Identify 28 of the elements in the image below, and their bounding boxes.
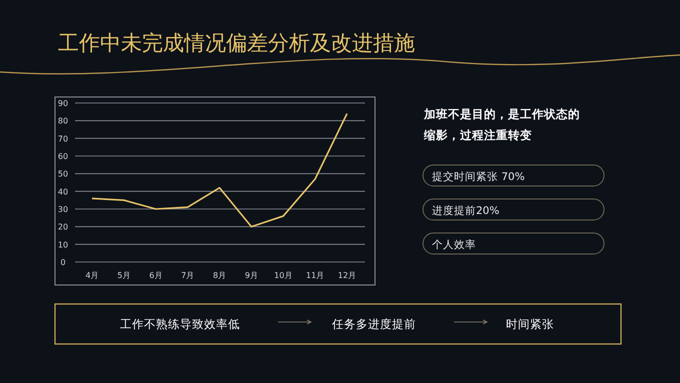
x-tick-label: 9月 (244, 271, 258, 280)
line-series (91, 112, 348, 228)
x-tick-label: 8月 (212, 271, 226, 280)
x-tick-label: 10月 (274, 271, 292, 280)
x-tick-label: 5月 (117, 271, 130, 280)
y-tick-label: 80 (58, 116, 68, 126)
y-tick-label: 20 (58, 222, 68, 232)
text: 个人效率 (432, 238, 476, 251)
text: 时间紧张 (506, 317, 554, 331)
x-tick-label: 4月 (85, 271, 99, 280)
chart-title: 工作中未完成情况偏差分析及改进措施 (58, 31, 415, 55)
y-tick-label: 30 (58, 205, 68, 214)
y-tick-label: 10 (58, 240, 68, 250)
text: 任务多进度提前 (331, 317, 416, 331)
y-tick-label: 0 (60, 258, 66, 267)
text: 加班不是目的，是工作状态的缩影，过程注重转变 (423, 107, 580, 142)
text: 进度提前20% (432, 204, 500, 217)
y-tick-label: 50 (58, 170, 68, 179)
x-tick-label: 7月 (181, 271, 194, 280)
text: 提交时间紧张 70% (432, 170, 525, 183)
text: 工作不熟练导致效率低 (120, 317, 240, 331)
x-tick-label: 6月 (149, 271, 162, 280)
x-tick-label: 11月 (306, 271, 324, 280)
y-tick-label: 60 (58, 152, 68, 161)
y-tick-label: 70 (58, 134, 68, 144)
y-tick-label: 90 (58, 99, 68, 108)
y-tick-label: 40 (58, 187, 68, 196)
x-tick-label: 12月 (338, 271, 356, 280)
